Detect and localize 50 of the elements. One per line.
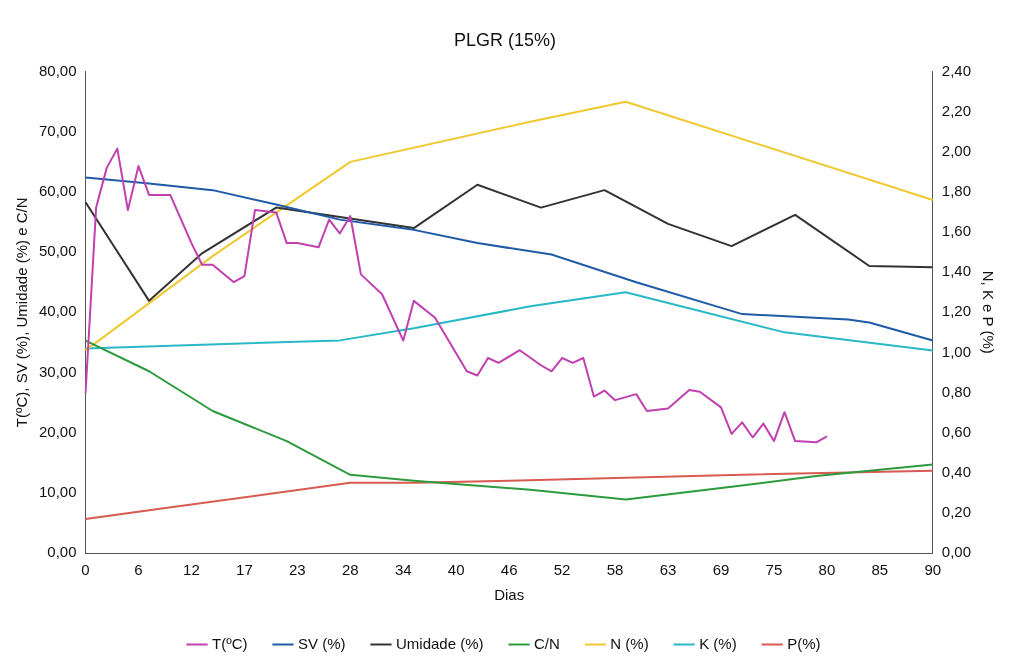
- y-tick-label: 60,00: [38, 182, 77, 200]
- y2-axis-title: N, K e P (%): [979, 270, 997, 354]
- x-tick-label: 75: [765, 561, 783, 579]
- x-tick-label: 85: [871, 561, 889, 579]
- x-tick-label: 12: [183, 561, 200, 579]
- y-tick-label: 70,00: [38, 121, 77, 139]
- legend-label: SV (%): [297, 634, 346, 652]
- y-tick-label: 40,00: [38, 302, 77, 320]
- y-tick-label: 10,00: [38, 482, 77, 500]
- legend-label: K (%): [699, 634, 737, 652]
- legend-label: Umidade (%): [395, 634, 484, 652]
- x-tick-label: 58: [606, 561, 624, 579]
- x-tick-label: 6: [134, 561, 143, 579]
- y2-tick-label: 0,60: [941, 422, 972, 440]
- y-axis-title: T(ºC), SV (%), Umidade (%) e C/N: [13, 197, 31, 428]
- y-tick-label: 50,00: [38, 242, 77, 260]
- x-axis-title: Dias: [494, 586, 525, 604]
- legend-label: N (%): [610, 634, 649, 652]
- x-tick-label: 63: [659, 561, 677, 579]
- y2-tick-label: 0,80: [941, 382, 972, 400]
- y-tick-label: 20,00: [38, 422, 77, 440]
- x-tick-label: 34: [394, 561, 412, 579]
- legend-label: P(%): [787, 634, 821, 652]
- y2-tick-label: 0,20: [941, 503, 972, 521]
- y2-tick-label: 0,40: [941, 462, 972, 480]
- y2-tick-label: 1,20: [941, 302, 972, 320]
- y2-tick-label: 2,20: [941, 101, 972, 119]
- y-tick-label: 0,00: [47, 543, 77, 561]
- x-tick-label: 40: [447, 561, 465, 579]
- x-tick-label: 46: [500, 561, 518, 579]
- y-tick-label: 30,00: [38, 362, 77, 380]
- x-tick-label: 52: [553, 561, 571, 579]
- x-tick-label: 69: [712, 561, 730, 579]
- y2-tick-label: 2,40: [941, 61, 972, 79]
- chart-title: PLGR (15%): [453, 29, 557, 50]
- y2-tick-label: 0,00: [941, 543, 972, 561]
- y2-tick-label: 2,00: [941, 141, 972, 159]
- x-tick-label: 23: [289, 561, 306, 579]
- y-tick-label: 80,00: [38, 61, 77, 79]
- x-tick-label: 28: [341, 561, 359, 579]
- x-tick-label: 80: [818, 561, 836, 579]
- y2-tick-label: 1,80: [941, 182, 972, 200]
- legend-label: T(ºC): [212, 634, 248, 652]
- legend-label: C/N: [534, 634, 560, 652]
- x-tick-label: 90: [924, 561, 942, 579]
- x-tick-label: 17: [236, 561, 253, 579]
- x-tick-label: 0: [81, 561, 90, 579]
- y2-tick-label: 1,00: [941, 342, 972, 360]
- y2-tick-label: 1,60: [941, 222, 972, 240]
- y2-tick-label: 1,40: [941, 262, 972, 280]
